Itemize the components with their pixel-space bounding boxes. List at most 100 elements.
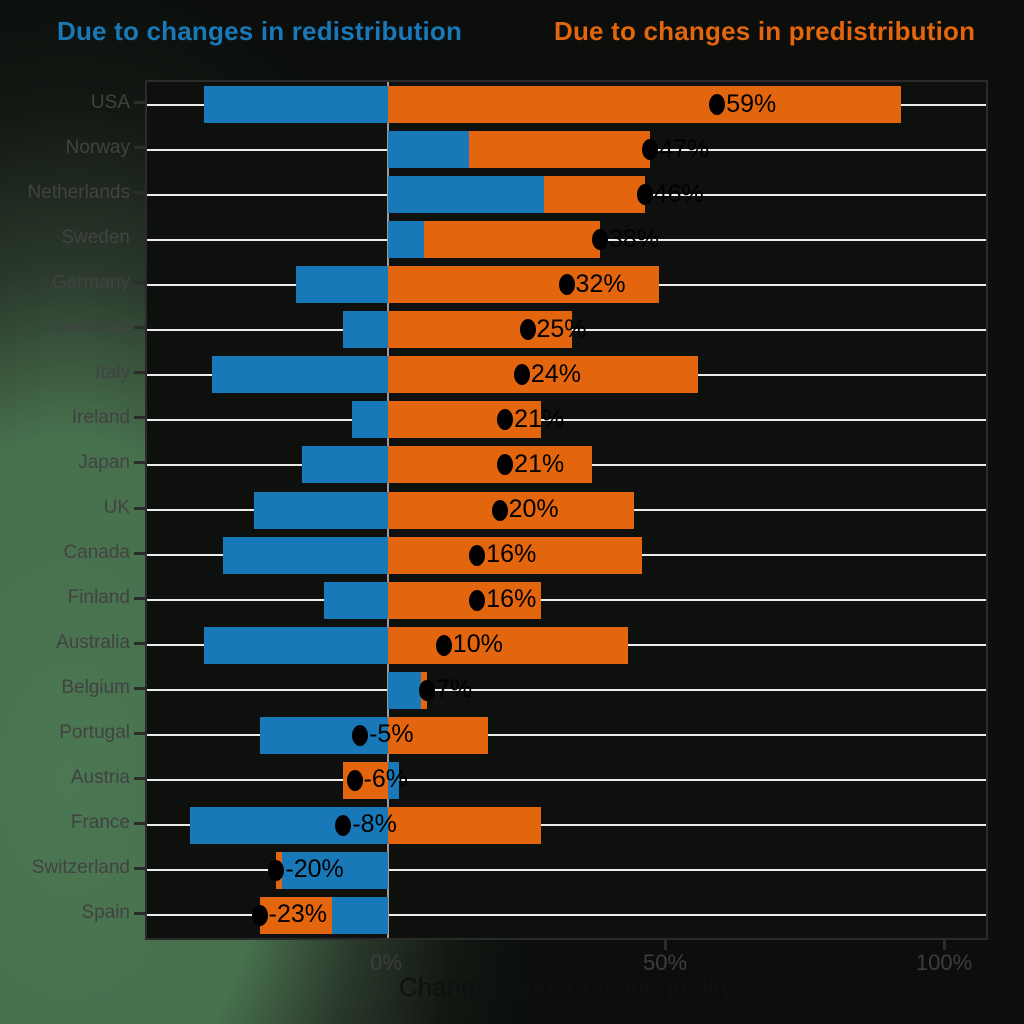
net-change-label: 38%: [609, 224, 660, 253]
country-label: Belgium: [61, 677, 130, 699]
bar-segment-redistribution: [295, 266, 388, 304]
y-axis-tick: [134, 596, 146, 600]
bar-segment-predistribution: [544, 176, 645, 214]
net-change-label: 10%: [452, 630, 503, 659]
country-label: Sweden: [61, 226, 130, 248]
bar-segment-redistribution: [203, 626, 388, 664]
plot-panel: 59% 47% 46% 38% 32% 25% 24% 21% 21% 20% 16% 16% 10% 7…: [145, 80, 988, 940]
net-change-dot: [419, 679, 436, 701]
row-gridline: [147, 869, 986, 872]
country-label: Australia: [56, 632, 130, 654]
country-label: Germany: [51, 271, 130, 293]
bar-segment-predistribution: [388, 716, 489, 754]
y-axis-tick: [134, 236, 146, 240]
y-axis-tick: [134, 416, 146, 420]
net-change-label: 7%: [436, 675, 473, 704]
country-label: Canada: [63, 542, 130, 564]
row-gridline: [147, 779, 986, 782]
net-change-dot: [709, 94, 726, 116]
y-axis-tick: [134, 191, 146, 195]
bar-segment-redistribution: [189, 806, 388, 844]
net-change-dot: [592, 229, 609, 251]
net-change-label: 16%: [486, 585, 537, 614]
net-change-label: -5%: [369, 720, 414, 749]
net-change-label: -8%: [352, 810, 397, 839]
bar-segment-redistribution: [388, 131, 469, 169]
country-label: Ireland: [71, 406, 130, 428]
net-change-dot: [558, 274, 575, 296]
bar-segment-redistribution: [388, 176, 545, 214]
y-axis-tick: [134, 371, 146, 375]
net-change-dot: [469, 544, 486, 566]
bar-segment-predistribution: [388, 626, 628, 664]
net-change-dot: [435, 634, 452, 656]
net-change-label: -6%: [363, 765, 408, 794]
y-axis-tick: [134, 551, 146, 555]
legend-predistribution-label: Due to changes in predistribution: [554, 16, 976, 46]
net-change-dot: [513, 364, 530, 386]
bar-segment-predistribution: [388, 491, 634, 529]
net-change-dot: [352, 724, 369, 746]
x-axis-tick: [942, 940, 946, 950]
net-change-dot: [636, 184, 653, 206]
y-axis-tick: [134, 101, 146, 105]
row-gridline: [147, 914, 986, 917]
x-axis-tick-label: 50%: [642, 950, 688, 975]
bar-segment-redistribution: [343, 311, 388, 349]
y-axis-tick: [134, 326, 146, 330]
country-label: Portugal: [59, 722, 130, 744]
bar-segment-redistribution: [388, 221, 425, 259]
bar-segment-predistribution: [388, 536, 642, 574]
country-label: Japan: [78, 451, 130, 473]
country-label: Denmark: [52, 316, 130, 338]
y-axis-tick: [134, 461, 146, 465]
row-gridline: [147, 734, 986, 737]
bar-segment-predistribution: [388, 401, 542, 439]
bar-segment-predistribution: [388, 311, 573, 349]
bar-segment-redistribution: [254, 491, 388, 529]
bar-segment-redistribution: [388, 761, 400, 799]
net-change-dot: [491, 499, 508, 521]
bar-segment-redistribution: [388, 671, 422, 709]
net-change-label: 21%: [514, 404, 565, 433]
country-label: USA: [90, 91, 130, 113]
bar-segment-redistribution: [351, 401, 388, 439]
net-change-dot: [268, 859, 285, 881]
bar-segment-predistribution: [468, 131, 651, 169]
bar-segment-predistribution: [388, 446, 592, 484]
country-label: Italy: [95, 361, 130, 383]
bar-segment-predistribution: [388, 266, 659, 304]
net-change-dot: [519, 319, 536, 341]
net-change-dot: [346, 769, 363, 791]
bar-segment-predistribution: [388, 581, 542, 619]
y-axis-tick: [134, 821, 146, 825]
bar-segment-redistribution: [203, 86, 388, 124]
y-axis-tick: [134, 146, 146, 150]
net-change-label: 24%: [530, 359, 581, 388]
row-gridline: [147, 689, 986, 692]
net-change-dot: [469, 589, 486, 611]
net-change-label: -23%: [268, 900, 328, 929]
country-label: Switzerland: [31, 857, 130, 879]
row-gridline: [147, 418, 986, 421]
bar-segment-redistribution: [323, 581, 388, 619]
country-label: France: [70, 812, 130, 834]
net-change-label: 59%: [726, 89, 777, 118]
x-axis-tick-label: 100%: [915, 950, 973, 975]
y-axis-tick: [134, 776, 146, 780]
bar-segment-redistribution: [223, 536, 388, 574]
net-change-label: 32%: [575, 269, 626, 298]
row-gridline: [147, 824, 986, 827]
net-change-label: 25%: [536, 314, 587, 343]
legend-redistribution-label: Due to changes in redistribution: [57, 16, 463, 46]
net-change-dot: [642, 139, 659, 161]
net-change-label: 47%: [659, 134, 710, 163]
bar-segment-predistribution: [259, 896, 333, 934]
net-change-label: -20%: [285, 855, 344, 884]
net-change-label: 21%: [514, 449, 565, 478]
x-axis-tick: [384, 940, 388, 950]
bar-segment-redistribution: [332, 896, 388, 934]
y-axis-tick: [134, 506, 146, 510]
bar-segment-redistribution: [212, 356, 388, 394]
